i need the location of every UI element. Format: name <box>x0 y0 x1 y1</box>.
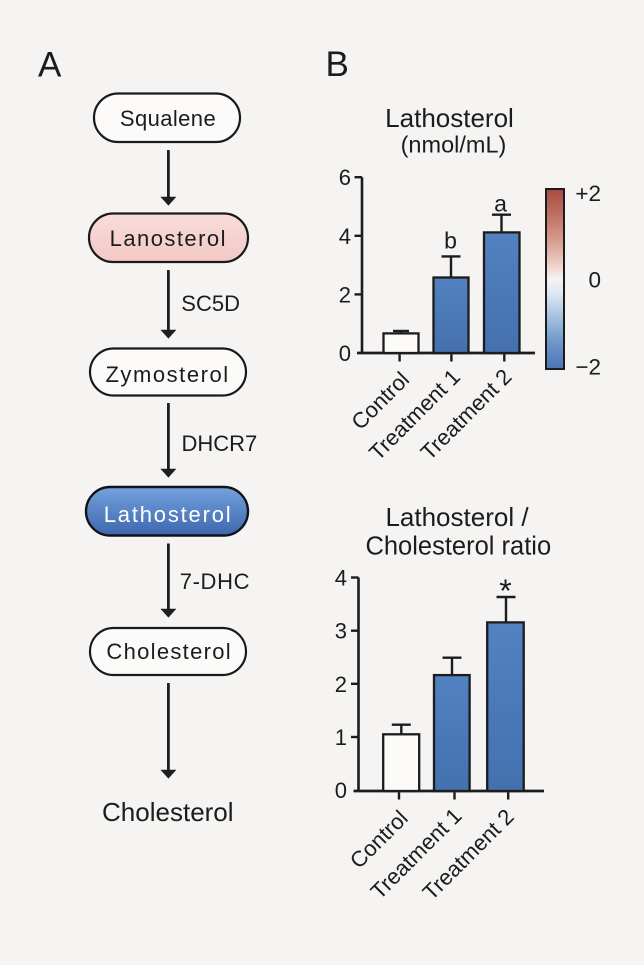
svg-text:a: a <box>494 191 507 217</box>
svg-text:7-DHC: 7-DHC <box>180 569 250 594</box>
svg-text:Lanosterol: Lanosterol <box>110 226 227 251</box>
svg-text:2: 2 <box>335 672 347 697</box>
svg-text:Squalene: Squalene <box>120 106 216 131</box>
svg-text:Lathosterol: Lathosterol <box>385 103 514 133</box>
svg-text:+2: +2 <box>575 181 601 206</box>
svg-text:Lathosterol: Lathosterol <box>104 502 233 527</box>
svg-text:1: 1 <box>335 725 347 750</box>
svg-text:3: 3 <box>335 619 347 644</box>
svg-text:Zymosterol: Zymosterol <box>105 362 229 387</box>
svg-text:B: B <box>326 45 349 84</box>
svg-text:0: 0 <box>339 341 351 366</box>
svg-text:0: 0 <box>335 778 347 803</box>
svg-text:Cholesterol: Cholesterol <box>102 797 234 827</box>
svg-text:4: 4 <box>339 224 351 249</box>
svg-text:(nmol/mL): (nmol/mL) <box>401 131 507 157</box>
svg-text:0: 0 <box>588 267 601 292</box>
svg-text:Cholesterol ratio: Cholesterol ratio <box>365 533 551 561</box>
svg-text:SC5D: SC5D <box>181 291 240 316</box>
svg-text:Cholesterol: Cholesterol <box>106 639 232 664</box>
svg-text:Lathosterol /: Lathosterol / <box>385 502 529 532</box>
svg-text:DHCR7: DHCR7 <box>182 431 258 456</box>
svg-text:A: A <box>38 46 62 85</box>
svg-text:6: 6 <box>339 165 351 190</box>
svg-text:2: 2 <box>339 282 351 307</box>
svg-text:−2: −2 <box>575 354 601 379</box>
svg-text:*: * <box>499 573 511 609</box>
svg-text:b: b <box>444 228 457 254</box>
svg-text:4: 4 <box>335 566 347 591</box>
